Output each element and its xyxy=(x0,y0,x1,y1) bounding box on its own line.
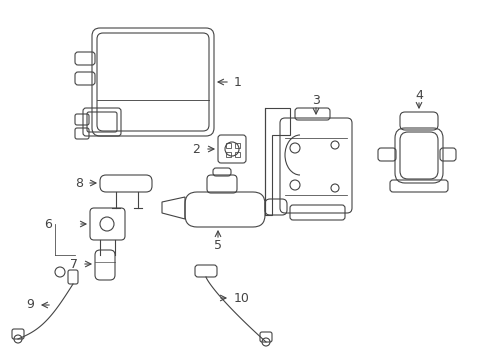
Text: 3: 3 xyxy=(311,94,319,107)
Text: 8: 8 xyxy=(75,176,83,189)
Bar xyxy=(235,152,240,157)
Text: 6: 6 xyxy=(44,217,52,230)
Bar xyxy=(225,152,230,157)
Text: 10: 10 xyxy=(234,292,249,305)
Text: 2: 2 xyxy=(192,143,200,156)
Text: 7: 7 xyxy=(70,257,78,270)
Text: 1: 1 xyxy=(234,76,242,89)
Bar xyxy=(235,143,240,148)
Text: 4: 4 xyxy=(414,89,422,102)
Text: 9: 9 xyxy=(26,298,34,311)
Bar xyxy=(225,143,230,148)
Text: 5: 5 xyxy=(214,239,222,252)
